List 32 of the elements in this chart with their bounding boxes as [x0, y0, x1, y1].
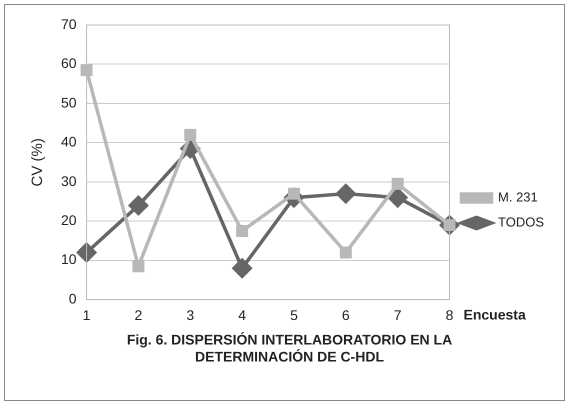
- y-tick-label: 70: [60, 16, 77, 32]
- y-axis-title: CV (%): [29, 138, 46, 186]
- x-tick-label: 6: [342, 306, 350, 323]
- point: [232, 258, 252, 278]
- point: [388, 188, 408, 208]
- point: [392, 178, 404, 190]
- y-tick-label: 60: [60, 55, 77, 72]
- y-tick-label: 10: [60, 251, 77, 268]
- x-tick-label: 3: [186, 306, 194, 323]
- y-tick-label: 20: [60, 212, 77, 228]
- point: [132, 260, 144, 272]
- point: [76, 242, 96, 262]
- y-tick-label: 50: [60, 94, 77, 110]
- legend-label: TODOS: [498, 214, 544, 230]
- legend-label: M. 231: [498, 190, 538, 205]
- y-tick-label: 0: [68, 290, 77, 306]
- x-tick-label: 7: [394, 306, 402, 323]
- point: [184, 128, 196, 141]
- x-tick-label: 5: [290, 306, 298, 323]
- point: [236, 224, 248, 237]
- y-tick-label: 30: [60, 172, 77, 189]
- x-tick-label: 8: [446, 306, 454, 323]
- point: [128, 196, 148, 216]
- point: [80, 64, 93, 76]
- x-tick-label: 1: [82, 306, 91, 323]
- point: [340, 246, 352, 259]
- x-tick-label: 2: [134, 306, 143, 323]
- x-tick-label: 4: [238, 306, 246, 323]
- text: Fig. 6. DISPERSIÓN INTERLABORATORIO EN LA DETERMINACIÓN DE C-HDL: [126, 332, 452, 364]
- y-tick-label: 40: [60, 134, 77, 150]
- x-axis-title: Encuesta: [464, 306, 526, 322]
- point: [336, 184, 356, 204]
